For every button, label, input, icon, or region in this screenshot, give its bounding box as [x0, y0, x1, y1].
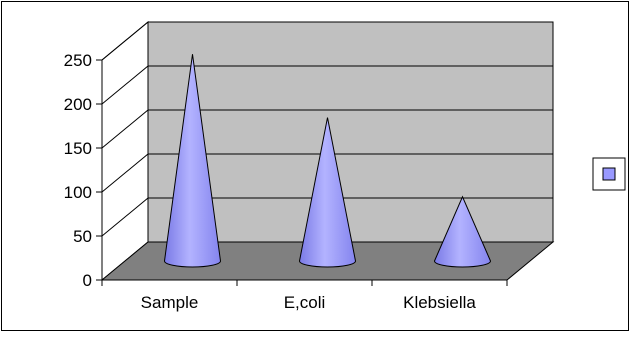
gridline	[101, 21, 553, 61]
y-tick-label: 200	[64, 95, 92, 114]
x-tick-label: E,coli	[284, 293, 326, 312]
y-tick-label: 250	[64, 51, 92, 70]
gridline	[101, 153, 553, 193]
side-wall	[101, 20, 149, 282]
cone-klebsiella	[433, 195, 492, 268]
gridlines	[101, 21, 553, 237]
y-tick-label: 150	[64, 139, 92, 158]
chart-frame: 0 50 100 150 200 250 Sample E,coli Klebsiella	[1, 1, 629, 331]
y-tick-label: 50	[73, 227, 92, 246]
x-tick-label: Klebsiella	[403, 293, 476, 312]
y-axis: 0 50 100 150 200 250	[64, 51, 103, 290]
gridline	[101, 197, 553, 237]
x-axis: Sample E,coli Klebsiella	[101, 279, 508, 312]
legend-swatch	[602, 167, 616, 181]
y-tick-label: 0	[83, 271, 92, 290]
x-tick-label: Sample	[141, 293, 199, 312]
cone-chart: 0 50 100 150 200 250 Sample E,coli Klebsiella	[64, 20, 626, 312]
gridline	[101, 65, 553, 105]
cone-series	[163, 54, 492, 268]
gridline	[101, 109, 553, 149]
cone-sample	[163, 54, 222, 268]
legend	[592, 157, 626, 191]
y-tick-label: 100	[64, 183, 92, 202]
cone-e-coli	[298, 117, 357, 268]
